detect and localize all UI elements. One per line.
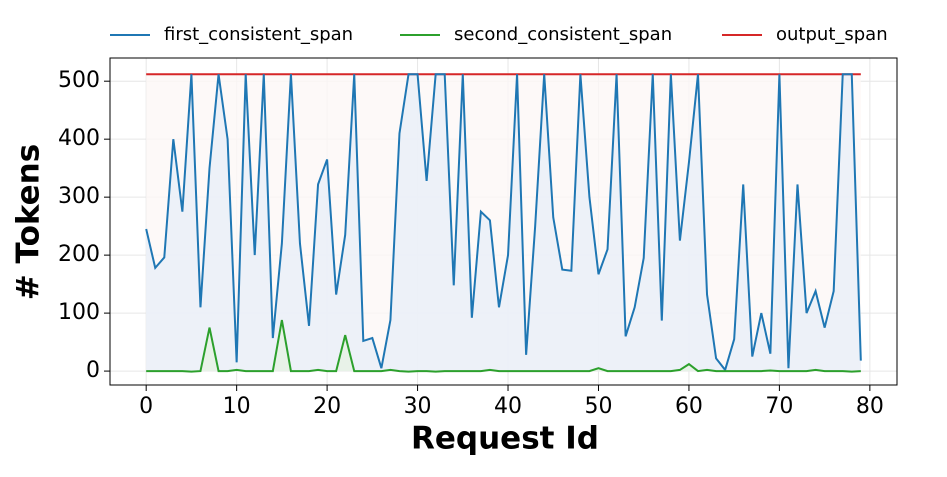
- x-tick-label: 20: [313, 394, 341, 419]
- x-tick-label: 0: [139, 394, 153, 419]
- x-tick-label: 60: [675, 394, 703, 419]
- legend-label: output_span: [776, 24, 888, 45]
- x-axis-label: Request Id: [411, 421, 599, 457]
- x-tick-label: 80: [856, 394, 884, 419]
- y-tick-label: 500: [58, 68, 100, 93]
- area: [146, 74, 861, 372]
- y-tick-label: 200: [58, 242, 100, 267]
- line: [146, 319, 861, 373]
- y-tick-label: 100: [58, 300, 100, 325]
- y-tick-label: 0: [86, 358, 100, 383]
- legend-label: first_consistent_span: [164, 24, 353, 45]
- x-tick-label: 40: [494, 394, 522, 419]
- x-tick-label: 70: [765, 394, 793, 419]
- legend-label: second_consistent_span: [454, 24, 672, 45]
- y-tick-label: 300: [58, 184, 100, 209]
- plot-frame: [109, 57, 898, 386]
- x-tick-label: 10: [223, 394, 251, 419]
- x-tick-label: 50: [584, 394, 612, 419]
- y-axis-label: # Tokens: [11, 144, 47, 300]
- y-tick-label: 400: [58, 126, 100, 151]
- line: [145, 73, 862, 373]
- x-tick-label: 30: [404, 394, 432, 419]
